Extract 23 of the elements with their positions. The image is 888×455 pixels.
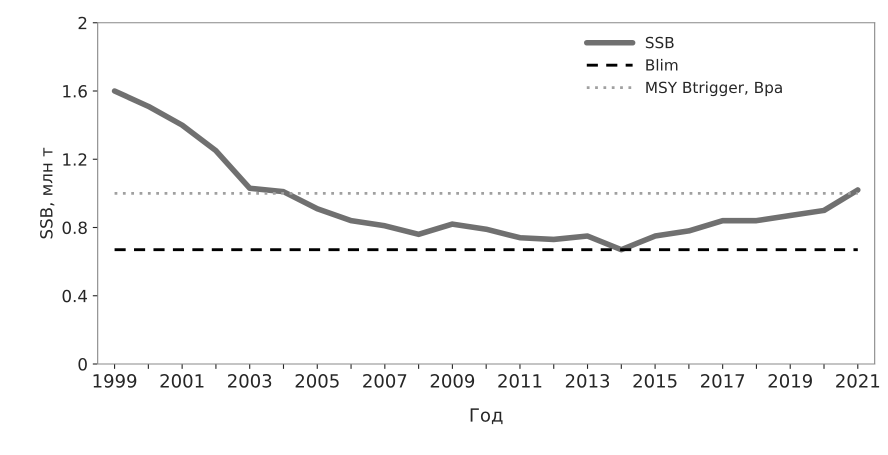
- legend-label: SSB: [646, 36, 674, 48]
- y-tick-label: 0.4: [62, 290, 88, 302]
- x-tick-label: 2015: [633, 374, 676, 388]
- x-tick-label: 2017: [701, 374, 744, 388]
- y-axis-title: SSB, млн т: [40, 148, 54, 238]
- y-tick-label: 1.2: [63, 153, 86, 166]
- x-tick-label: 2001: [160, 374, 204, 388]
- x-tick-label: 1999: [94, 374, 136, 388]
- x-tick-label: 2011: [498, 374, 542, 388]
- legend-label: MSY Btrigger, Bpa: [646, 81, 782, 96]
- x-tick-label: 2019: [768, 374, 812, 388]
- y-tick-label: 1.6: [63, 84, 87, 98]
- x-tick-label: 2013: [566, 374, 610, 388]
- y-tick-label: 2: [78, 16, 86, 30]
- x-tick-label: 2009: [430, 374, 474, 388]
- x-tick-label: 2003: [228, 374, 272, 388]
- x-axis-title: Год: [470, 408, 503, 424]
- x-tick-label: 2007: [363, 374, 406, 388]
- legend-label: Blim: [646, 58, 678, 71]
- y-tick-label: 0: [78, 358, 87, 371]
- x-tick-label: 2021: [836, 374, 880, 388]
- y-tick-label: 0.8: [62, 221, 87, 234]
- x-tick-label: 2005: [296, 374, 339, 388]
